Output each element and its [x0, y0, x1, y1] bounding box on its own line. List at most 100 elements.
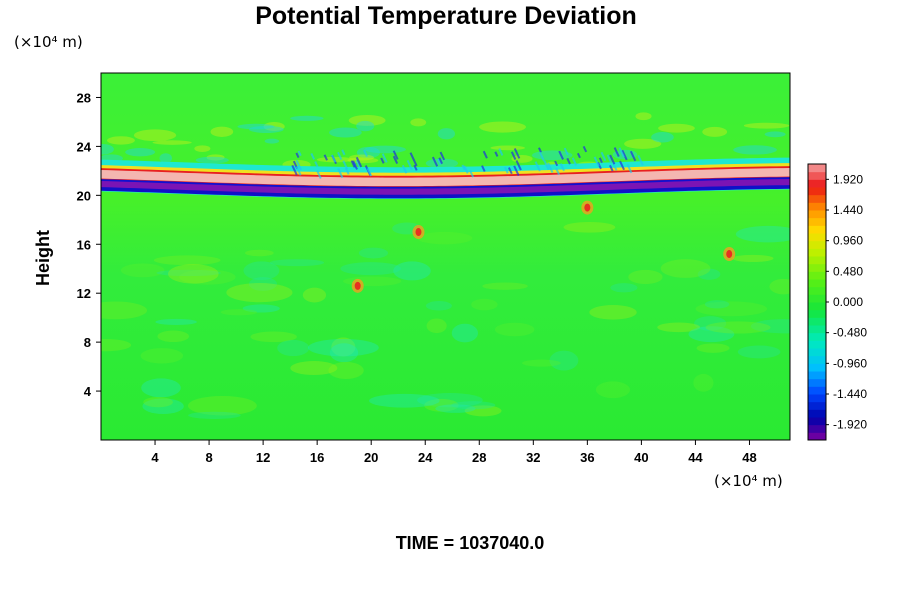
colorbar-swatch: [808, 187, 826, 196]
field-patch: [329, 127, 362, 138]
wave-streak: [515, 160, 522, 171]
colorbar-label: 1.920: [833, 172, 863, 186]
colorbar-swatch: [808, 225, 826, 234]
field-patch: [694, 316, 727, 331]
field-patch: [263, 122, 285, 131]
field-patch: [328, 361, 364, 379]
wave-streak: [600, 151, 607, 162]
field-patch: [479, 121, 526, 133]
field-patch: [340, 262, 402, 276]
wave-streak: [392, 155, 399, 165]
field-patch: [750, 319, 790, 334]
wave-streak: [576, 152, 581, 159]
wave-streak: [510, 151, 517, 161]
field-patch: [120, 263, 165, 278]
field-patch: [290, 361, 338, 376]
x-tick-label: 12: [256, 450, 270, 465]
x-tick-label: 24: [418, 450, 433, 465]
wave-streak: [295, 166, 302, 176]
field-patch: [589, 305, 637, 320]
field-patch: [705, 321, 771, 334]
field-patch: [302, 287, 327, 303]
wave-streak: [406, 159, 413, 171]
y-tick-label: 20: [77, 188, 91, 203]
x-tick-label: 44: [688, 450, 703, 465]
wave-streak: [629, 150, 637, 162]
field-patch: [424, 398, 459, 412]
wave-streak: [392, 150, 399, 160]
wave-streak: [626, 163, 633, 174]
temperature-band: [101, 179, 790, 196]
wave-streak: [563, 147, 569, 156]
wave-streak: [409, 152, 415, 161]
field-patch: [494, 322, 535, 337]
colorbar-swatch: [808, 179, 826, 188]
wave-streak: [342, 160, 349, 170]
y-tick-label: 12: [77, 286, 91, 301]
field-patch: [697, 268, 721, 280]
colorbar-swatch: [808, 240, 826, 249]
colorbar-swatch: [808, 294, 826, 303]
wave-streak: [559, 163, 565, 172]
field-patch: [425, 301, 452, 311]
colorbar-swatch: [808, 409, 826, 418]
field-patch: [264, 138, 280, 144]
colorbar-swatch: [808, 371, 826, 380]
field-patch: [101, 339, 132, 352]
field-patch: [624, 138, 662, 149]
field-patch: [179, 269, 236, 285]
wave-streak: [606, 154, 612, 163]
field-patch: [269, 259, 325, 267]
field-patch: [143, 397, 173, 408]
colorbar-swatch: [808, 302, 826, 311]
wave-streak: [534, 161, 541, 172]
wave-streak: [538, 147, 542, 153]
colorbar-swatch: [808, 164, 826, 173]
wave-streak: [508, 167, 513, 175]
field-patch: [451, 323, 479, 343]
wave-streak: [337, 168, 344, 179]
field-patch: [206, 154, 225, 161]
colorbar-swatch: [808, 340, 826, 349]
field-patch: [549, 350, 579, 371]
temperature-band: [101, 185, 790, 199]
field-patch: [348, 114, 386, 126]
wave-streak: [513, 165, 520, 177]
time-caption: TIME = 1037040.0: [395, 533, 545, 553]
wave-streak: [469, 170, 475, 178]
wave-streak: [558, 150, 564, 160]
chart-title: Potential Temperature Deviation: [255, 2, 637, 30]
x-tick-label: 32: [526, 450, 540, 465]
x-axis-unit: (×10⁴ m): [714, 472, 783, 490]
field-patch: [187, 395, 257, 416]
wave-streak: [555, 167, 560, 176]
colorbar-swatch: [808, 217, 826, 226]
wave-streak: [381, 153, 388, 163]
field-patch: [726, 250, 733, 259]
field-patch: [153, 255, 221, 266]
field-patch: [142, 398, 184, 414]
field-patch: [595, 381, 630, 399]
field-patch: [342, 276, 402, 287]
field-patch: [307, 338, 379, 357]
colorbar-label: 1.440: [833, 203, 863, 217]
wave-streak: [314, 161, 319, 168]
field-patch: [356, 146, 381, 159]
wave-streak: [637, 154, 644, 166]
wave-streak: [598, 157, 603, 164]
wave-streak: [310, 152, 316, 160]
field-patch: [188, 411, 241, 419]
field-patch: [168, 264, 219, 284]
field-patch: [563, 221, 616, 233]
colorbar-swatch: [808, 233, 826, 242]
wave-streak: [482, 150, 488, 159]
colorbar-label: -0.480: [833, 326, 867, 340]
wave-streak: [539, 151, 545, 162]
field-patch: [695, 301, 768, 317]
colorbar-swatch: [808, 424, 826, 433]
plot-frame: [100, 72, 791, 441]
wave-streak: [341, 149, 346, 156]
colorbar-swatch: [808, 210, 826, 219]
wave-streak: [554, 160, 559, 167]
field-patch: [156, 269, 221, 277]
